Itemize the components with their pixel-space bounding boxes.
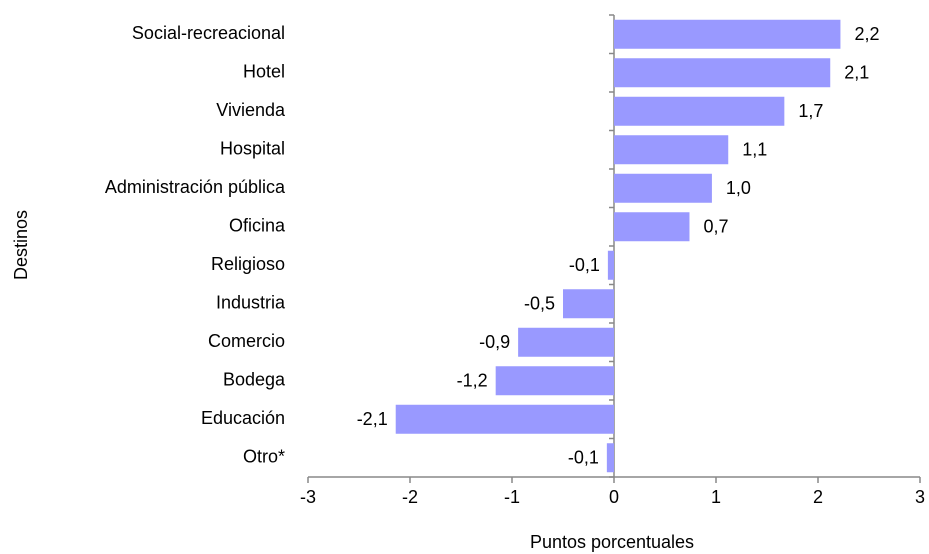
x-tick-label: -3 [300, 487, 316, 507]
x-tick-label: 3 [915, 487, 925, 507]
bar [614, 58, 831, 88]
bar [614, 212, 690, 242]
y-tick-label: Educación [201, 408, 285, 428]
bar [614, 135, 729, 165]
value-label: 2,1 [844, 63, 869, 83]
x-tick-label: 1 [711, 487, 721, 507]
y-tick-label: Industria [216, 293, 286, 313]
y-tick-label: Oficina [229, 216, 286, 236]
x-axis-label: Puntos porcentuales [530, 532, 694, 552]
value-label: 1,7 [798, 101, 823, 121]
y-tick-label: Bodega [223, 370, 286, 390]
y-tick-label: Administración pública [105, 177, 286, 197]
value-label: 1,0 [726, 178, 751, 198]
value-label: -0,5 [524, 294, 555, 314]
x-tick-label: -2 [402, 487, 418, 507]
y-tick-label: Comercio [208, 331, 285, 351]
bar [518, 327, 614, 357]
y-axis-label: Destinos [11, 210, 31, 280]
value-label: -0,1 [569, 255, 600, 275]
bar [614, 173, 712, 203]
y-tick-label: Hospital [220, 139, 285, 159]
y-tick-label: Religioso [211, 254, 285, 274]
x-tick-label: 0 [609, 487, 619, 507]
value-label: 0,7 [703, 217, 728, 237]
bar [563, 289, 614, 319]
x-tick-label: -1 [504, 487, 520, 507]
y-tick-label: Vivienda [216, 100, 286, 120]
y-tick-label: Otro* [243, 447, 285, 467]
value-label: -0,9 [479, 332, 510, 352]
bar [606, 443, 614, 473]
value-label: -0,1 [568, 448, 599, 468]
bar [607, 250, 614, 280]
bar [495, 366, 614, 396]
x-tick-label: 2 [813, 487, 823, 507]
value-label: -2,1 [357, 409, 388, 429]
bar [395, 404, 614, 434]
value-label: 2,2 [854, 24, 879, 44]
bar [614, 19, 841, 49]
y-tick-label: Hotel [243, 62, 285, 82]
y-tick-label: Social-recreacional [132, 23, 285, 43]
value-label: -1,2 [457, 371, 488, 391]
value-label: 1,1 [742, 140, 767, 160]
bar [614, 96, 785, 126]
